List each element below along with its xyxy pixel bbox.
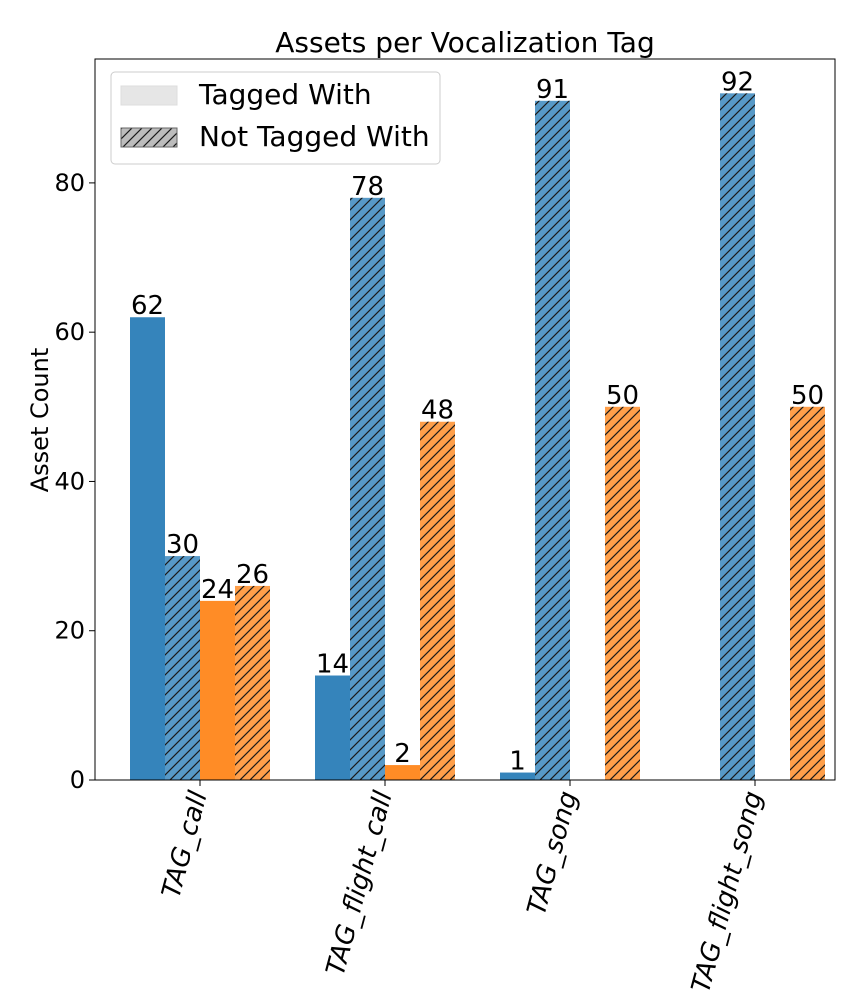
legend-swatch-tagged — [121, 86, 177, 105]
legend-label-tagged: Tagged With — [198, 78, 372, 111]
y-tick-label: 80 — [54, 169, 85, 197]
data-label: 1 — [509, 747, 526, 777]
data-label: 26 — [236, 560, 269, 590]
bar-hatch — [535, 101, 570, 780]
data-label: 14 — [316, 650, 349, 680]
bar-hatch — [790, 407, 825, 780]
bars-layer — [130, 93, 825, 780]
bar — [200, 601, 235, 780]
x-tick-label: TAG_flight_call — [321, 787, 399, 978]
y-axis-label: Asset Count — [26, 348, 54, 493]
data-label: 50 — [606, 381, 639, 411]
chart-title: Assets per Vocalization Tag — [275, 26, 654, 59]
x-tick-label: TAG_flight_song — [686, 788, 769, 996]
bar-hatch — [420, 422, 455, 780]
bar-hatch — [605, 407, 640, 780]
bar-hatch — [720, 93, 755, 780]
data-label: 78 — [351, 172, 384, 202]
data-label: 91 — [536, 75, 569, 105]
data-label: 24 — [201, 575, 234, 605]
legend-swatch-not-tagged — [121, 128, 177, 147]
bar-hatch — [165, 556, 200, 780]
y-tick-label: 20 — [54, 617, 85, 645]
x-tick-label: TAG_song — [522, 788, 584, 918]
data-label: 2 — [394, 739, 411, 769]
legend: Tagged With Not Tagged With — [111, 72, 440, 164]
bar — [315, 676, 350, 780]
bar — [130, 317, 165, 780]
data-label: 30 — [166, 530, 199, 560]
data-label: 48 — [421, 396, 454, 426]
data-label: 62 — [131, 291, 164, 321]
y-tick-label: 0 — [70, 766, 85, 794]
y-axis: 0 20 40 60 80 — [54, 169, 95, 794]
y-tick-label: 60 — [54, 318, 85, 346]
bar-hatch — [235, 586, 270, 780]
y-tick-label: 40 — [54, 467, 85, 495]
x-axis: TAG_call TAG_flight_call TAG_song TAG_fligh… — [157, 780, 769, 996]
legend-label-not-tagged: Not Tagged With — [199, 120, 430, 153]
x-tick-label: TAG_call — [157, 787, 214, 901]
data-label: 50 — [791, 381, 824, 411]
data-label: 92 — [721, 67, 754, 97]
bar-hatch — [350, 198, 385, 780]
